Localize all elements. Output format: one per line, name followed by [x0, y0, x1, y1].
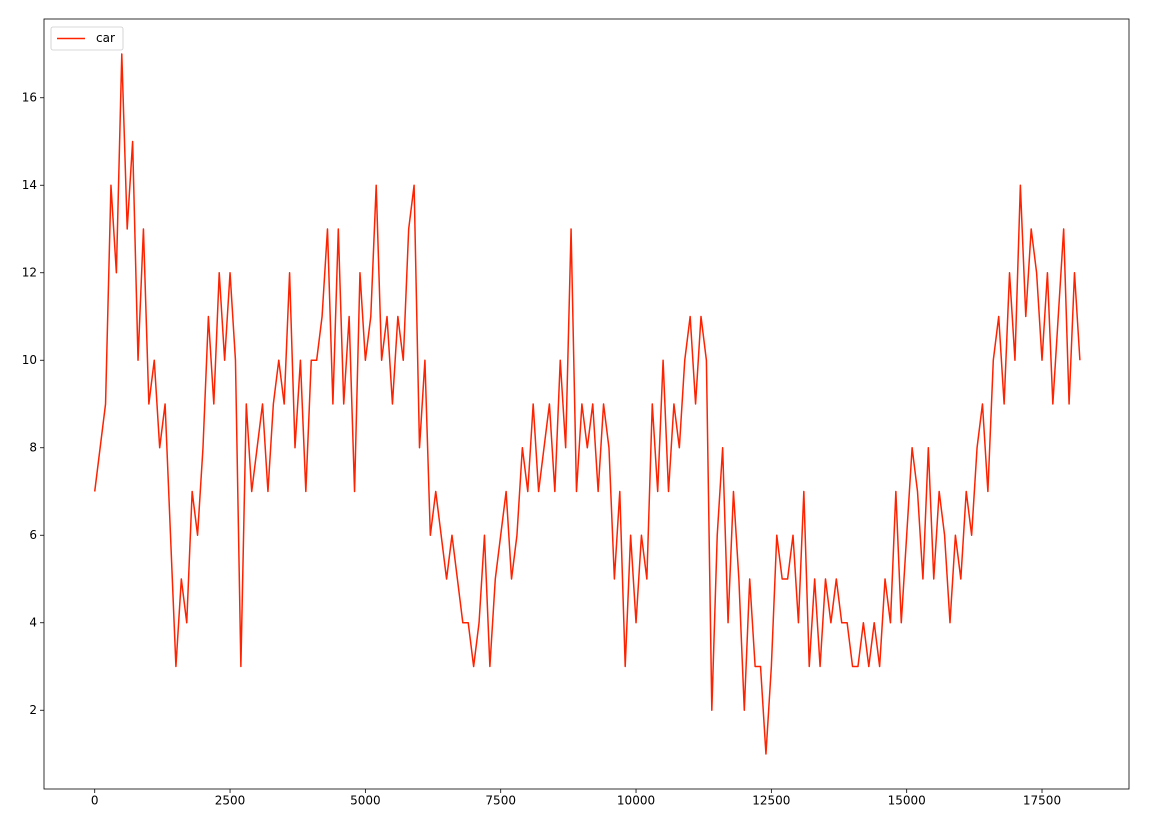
y-tick-label: 10: [22, 353, 37, 367]
x-tick-label: 17500: [1023, 794, 1061, 808]
x-tick-label: 2500: [215, 794, 246, 808]
y-tick-label: 2: [29, 703, 37, 717]
plot-frame: [43, 18, 1130, 790]
x-tick-label: 15000: [888, 794, 926, 808]
y-tick-label: 6: [29, 528, 37, 542]
data-line: [93, 53, 1081, 755]
x-tick-label: 5000: [350, 794, 381, 808]
legend-label: car: [96, 31, 115, 45]
legend-box: [50, 26, 124, 51]
x-tick-label: 10000: [617, 794, 655, 808]
y-tick-label: 12: [22, 265, 37, 279]
y-tick-label: 4: [29, 615, 37, 629]
x-tick-label: 12500: [752, 794, 790, 808]
x-tick-label: 0: [91, 794, 99, 808]
y-tick-label: 14: [22, 178, 37, 192]
y-tick-label: 16: [22, 90, 37, 104]
y-tick-label: 8: [29, 440, 37, 454]
x-tick-label: 7500: [485, 794, 516, 808]
